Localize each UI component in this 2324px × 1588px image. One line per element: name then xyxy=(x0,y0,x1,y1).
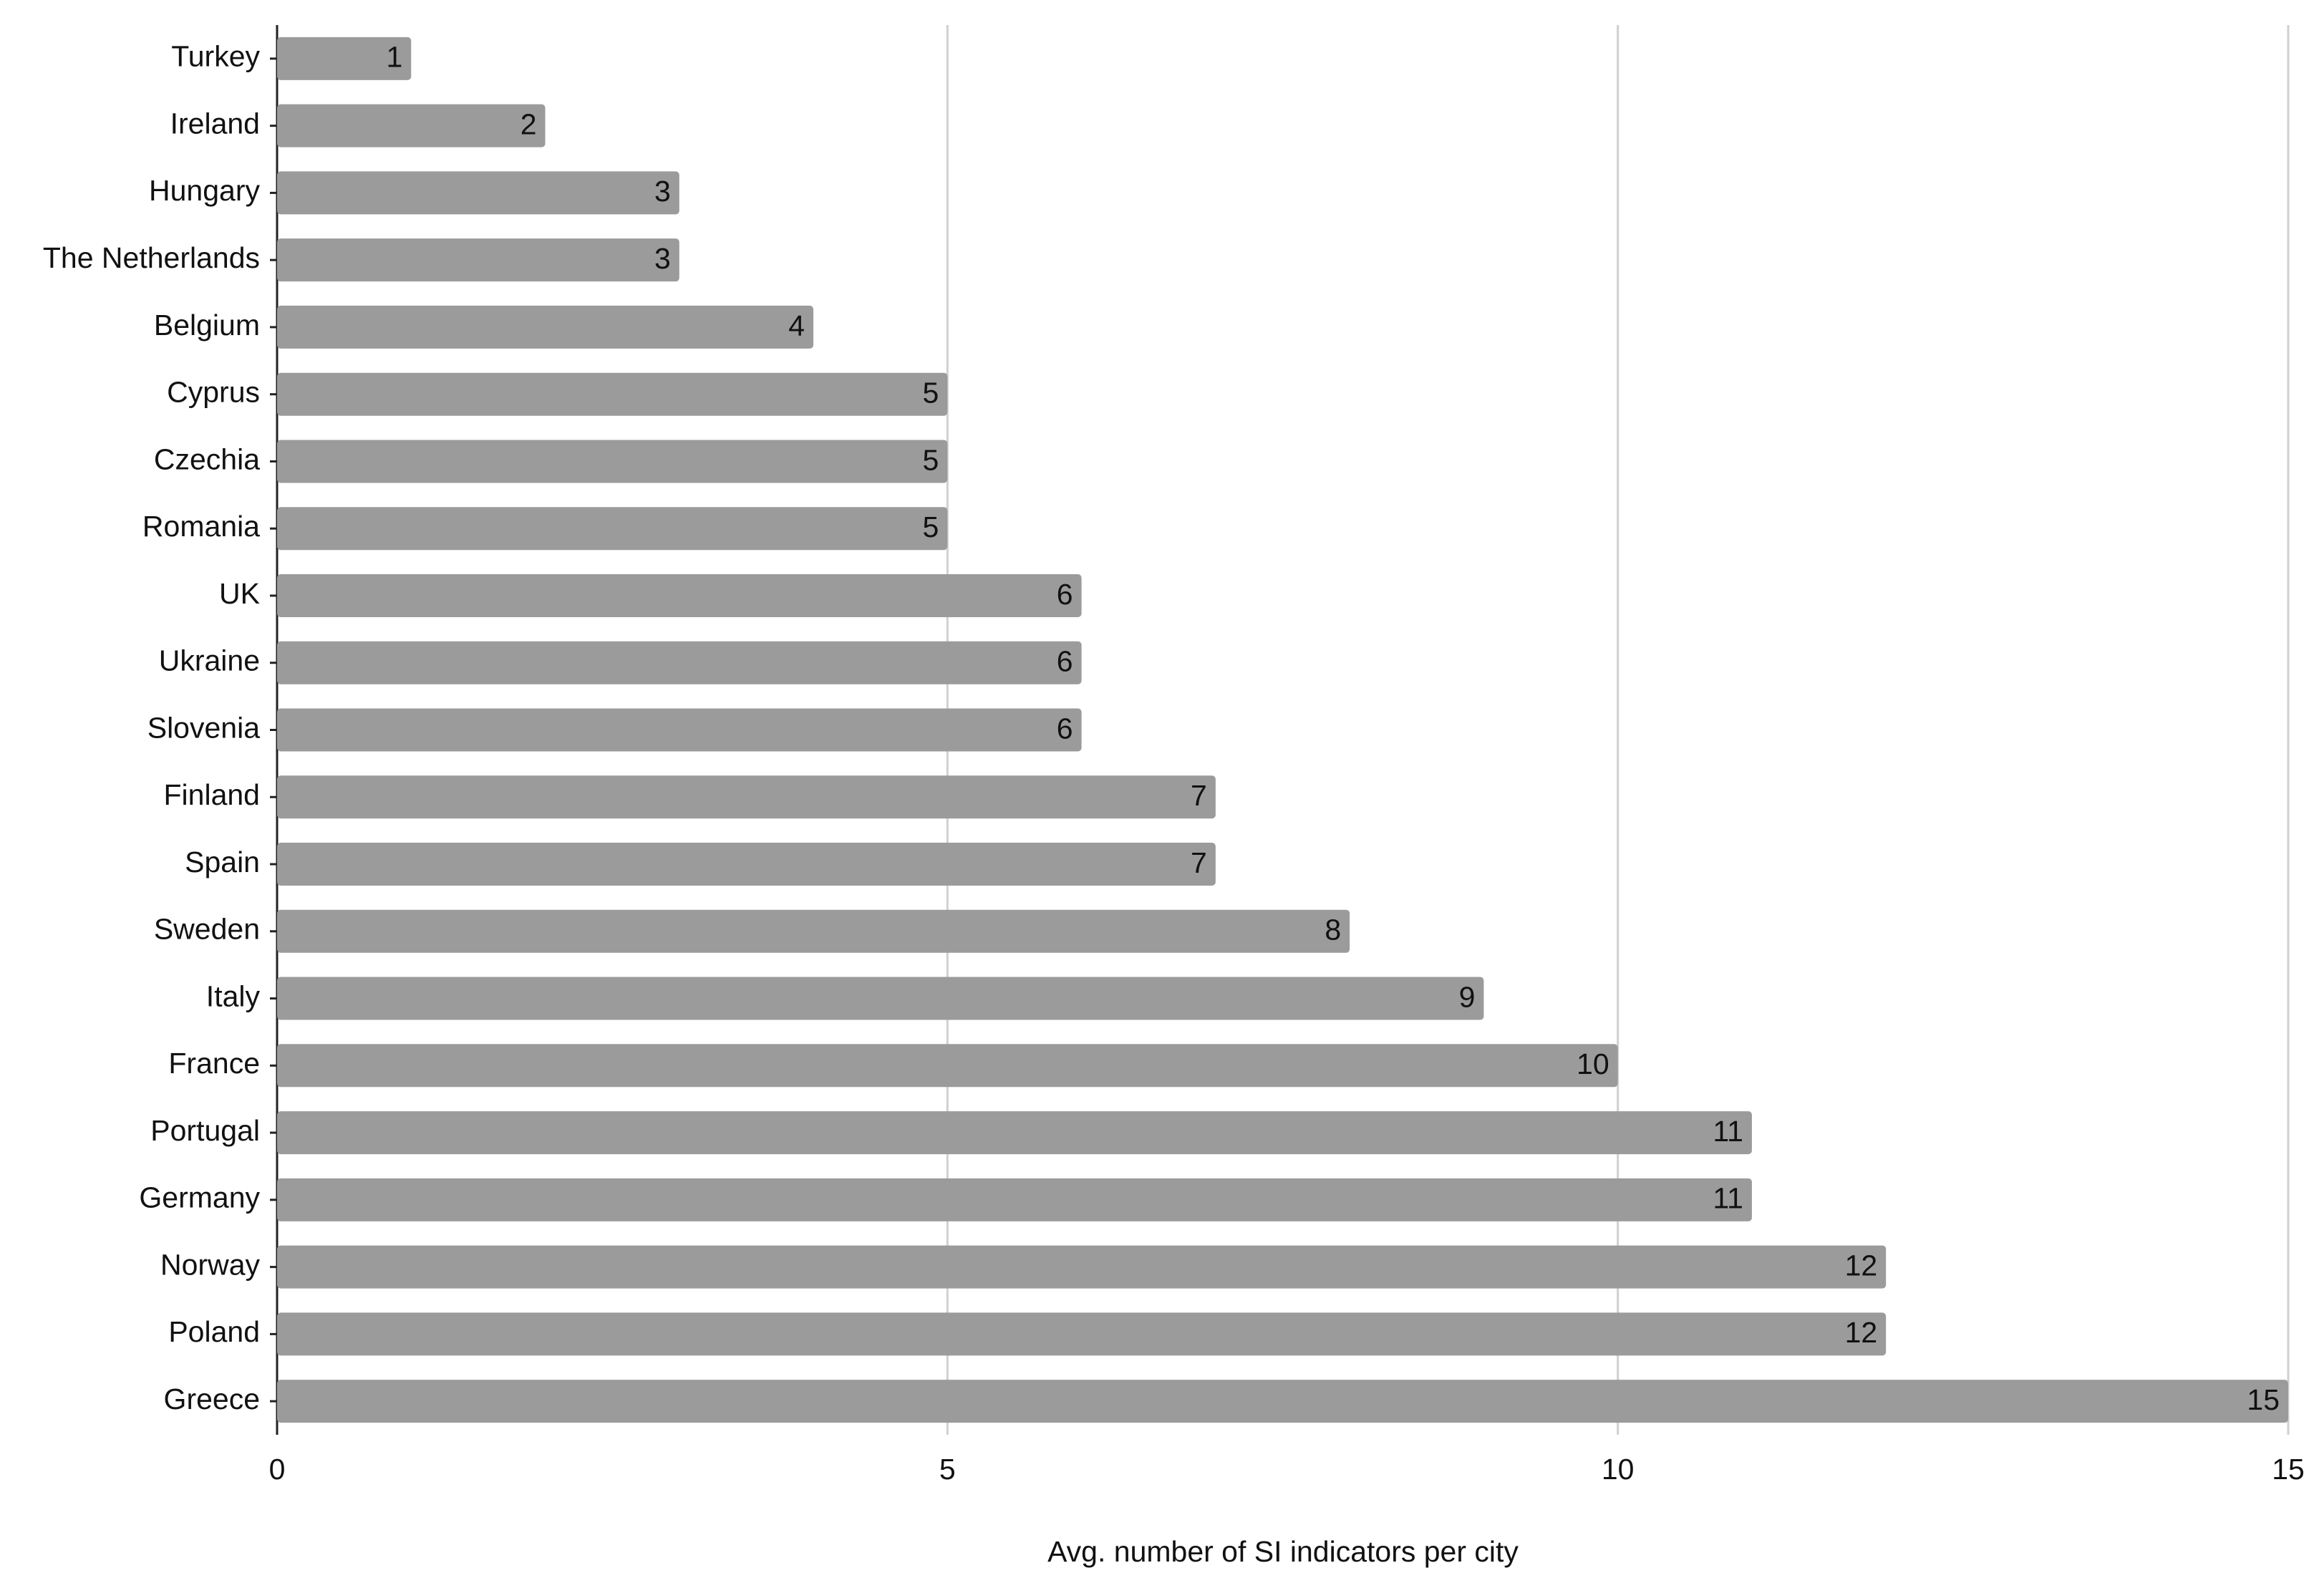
value-label: 12 xyxy=(1845,1316,1878,1349)
y-tick-label: Spain xyxy=(185,846,260,878)
y-tick-label: Slovenia xyxy=(147,711,260,744)
value-label: 6 xyxy=(1057,578,1073,611)
y-tick-label: Sweden xyxy=(154,913,260,946)
value-label: 9 xyxy=(1459,980,1476,1013)
x-axis-title: Avg. number of SI indicators per city xyxy=(1047,1535,1519,1568)
bar xyxy=(277,372,948,416)
bar xyxy=(277,573,1082,617)
bar xyxy=(277,843,1216,886)
value-label: 12 xyxy=(1845,1249,1878,1282)
bar xyxy=(277,305,814,349)
y-tick-label: Czechia xyxy=(154,442,260,475)
value-label: 5 xyxy=(923,510,939,543)
bar xyxy=(277,507,948,551)
value-label: 10 xyxy=(1577,1047,1609,1080)
y-tick-label: Italy xyxy=(206,979,261,1012)
value-label: 5 xyxy=(923,443,939,476)
bar xyxy=(277,708,1082,752)
bar xyxy=(277,1111,1752,1155)
x-tick-label: 15 xyxy=(2272,1453,2305,1486)
value-label: 7 xyxy=(1191,779,1207,812)
y-tick-label: Greece xyxy=(164,1383,260,1415)
y-tick-label: The Netherlands xyxy=(43,241,260,274)
value-label: 7 xyxy=(1191,846,1207,879)
x-tick-label: 0 xyxy=(269,1453,286,1486)
bar xyxy=(277,775,1216,819)
value-label: 8 xyxy=(1325,914,1341,946)
y-tick-label: Finland xyxy=(164,778,260,811)
y-tick-label: Germany xyxy=(139,1181,260,1214)
y-tick-label: France xyxy=(168,1047,260,1080)
value-label: 6 xyxy=(1057,712,1073,745)
value-label: 3 xyxy=(654,242,671,275)
y-tick-label: Cyprus xyxy=(167,376,260,409)
bar xyxy=(277,440,948,483)
bar xyxy=(277,1380,2288,1423)
y-tick-label: Portugal xyxy=(150,1114,260,1147)
y-tick-label: Turkey xyxy=(171,40,260,73)
value-label: 5 xyxy=(923,377,939,410)
bar xyxy=(277,1245,1887,1289)
value-label: 3 xyxy=(654,175,671,208)
value-label: 1 xyxy=(386,41,402,74)
y-tick-label: Ukraine xyxy=(159,644,260,677)
bar xyxy=(277,238,679,282)
value-label: 15 xyxy=(2247,1383,2280,1416)
y-tick-label: Hungary xyxy=(149,174,260,207)
bar xyxy=(277,641,1082,684)
value-label: 2 xyxy=(521,107,537,140)
bar xyxy=(277,909,1350,953)
bar xyxy=(277,37,412,80)
y-tick-label: Norway xyxy=(160,1248,260,1281)
y-tick-label: Poland xyxy=(168,1315,260,1348)
x-tick-label: 5 xyxy=(939,1453,956,1486)
y-tick-label: UK xyxy=(219,577,260,610)
value-label: 4 xyxy=(788,309,805,342)
bar xyxy=(277,104,546,147)
bar xyxy=(277,171,679,215)
y-tick-label: Belgium xyxy=(154,309,260,342)
bar xyxy=(277,1044,1618,1088)
bar xyxy=(277,977,1484,1020)
y-tick-label: Ireland xyxy=(170,107,260,140)
y-tick-label: Romania xyxy=(142,510,260,543)
x-tick-label: 10 xyxy=(1602,1453,1635,1486)
value-label: 11 xyxy=(1713,1115,1743,1148)
bar xyxy=(277,1312,1887,1356)
value-label: 11 xyxy=(1713,1182,1743,1215)
value-label: 6 xyxy=(1057,645,1073,678)
bar xyxy=(277,1178,1752,1221)
